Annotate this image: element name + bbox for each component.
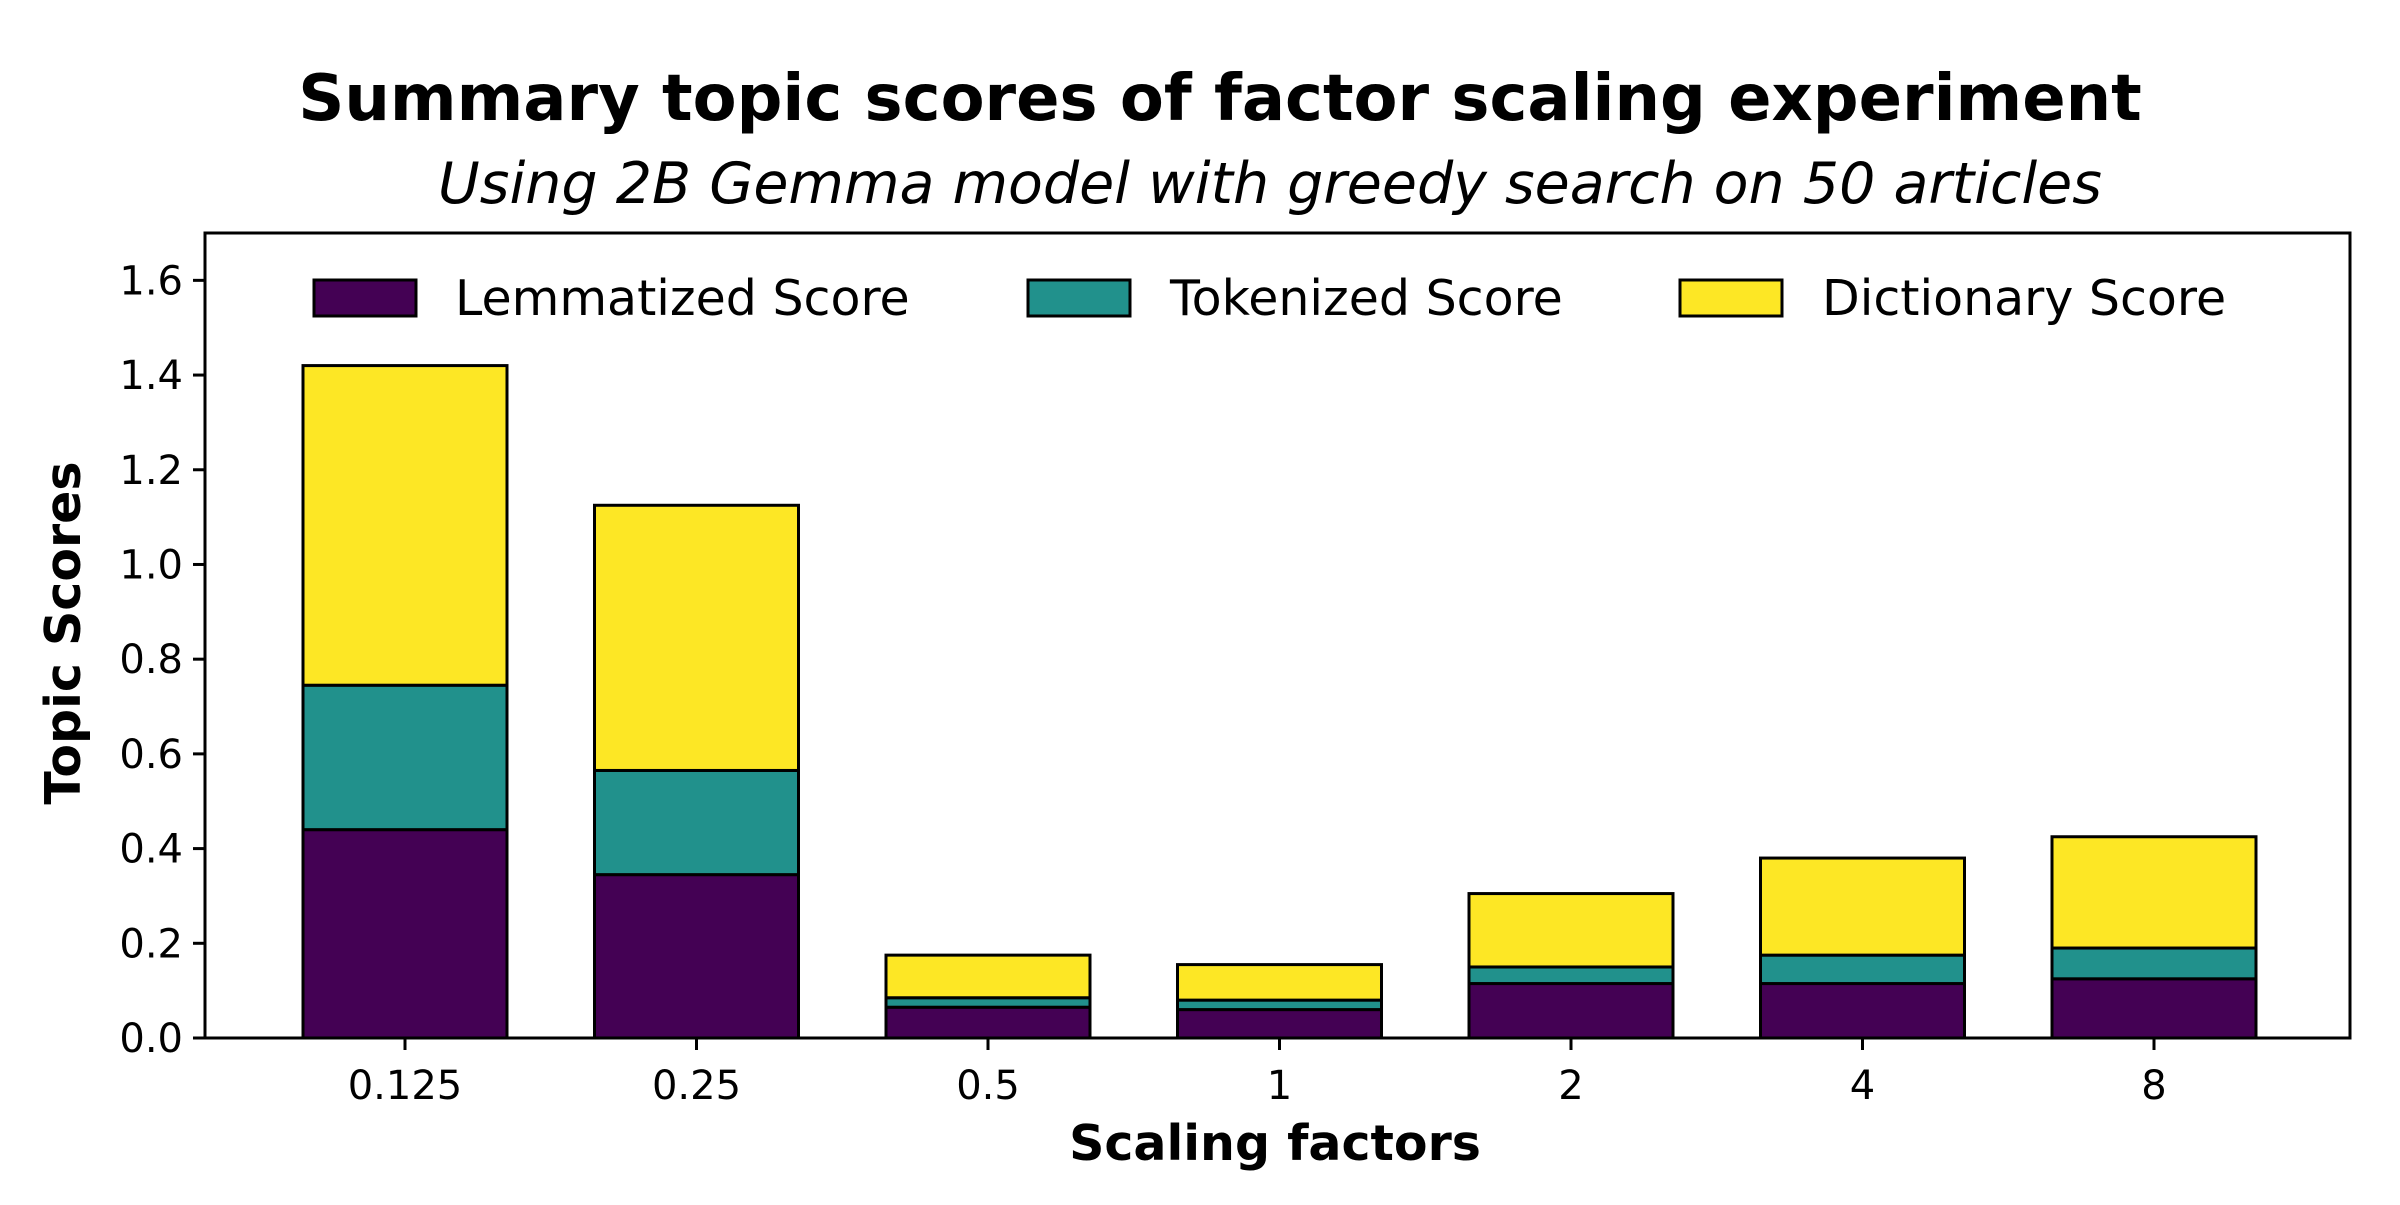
chart-subtitle: Using 2B Gemma model with greedy search …: [438, 151, 2102, 217]
bar-tokenized-score-4: [1759, 953, 1966, 986]
bar-lemmatized-score-0.125: [301, 828, 509, 1040]
y-tick-label: 1.0: [119, 542, 183, 588]
bar-lemmatized-score-1: [1176, 1008, 1383, 1040]
x-axis-label: Scaling factors: [1069, 1115, 1481, 1172]
plot-frame: [203, 231, 2352, 1040]
bars-layer: [301, 364, 2258, 1040]
bar-dictionary-score-0.25: [593, 503, 800, 772]
bar-dictionary-score-0.125: [301, 364, 509, 687]
bar-dictionary-score-1: [1176, 963, 1383, 1002]
bar-dictionary-score-0.5: [884, 953, 1092, 1000]
legend-label-tokenized-score: Tokenized Score: [1169, 270, 1563, 327]
legend-label-dictionary-score: Dictionary Score: [1822, 270, 2226, 327]
x-tick-label: 8: [2141, 1063, 2166, 1109]
x-tick-label: 0.125: [348, 1063, 463, 1109]
legend: Lemmatized Score Tokenized Score Dictionar…: [312, 270, 2226, 327]
bar-lemmatized-score-2: [1467, 982, 1675, 1040]
y-axis-label: Topic Scores: [35, 461, 92, 804]
y-tick-label: 0.6: [119, 732, 183, 778]
legend-swatch-dictionary-score: [1678, 278, 1784, 318]
bar-tokenized-score-0.25: [593, 768, 800, 877]
x-tick-label: 4: [1850, 1063, 1875, 1109]
bar-tokenized-score-0.125: [301, 683, 509, 832]
x-tick-label: 0.5: [956, 1063, 1020, 1109]
legend-swatch-lemmatized-score: [312, 278, 418, 318]
y-tick-label: 1.6: [119, 258, 183, 304]
y-tick-label: 0.0: [119, 1016, 183, 1062]
bar-lemmatized-score-8: [2050, 977, 2258, 1040]
y-tick-label: 0.2: [119, 921, 183, 967]
x-tick-label: 0.25: [652, 1063, 741, 1109]
y-tick-label: 1.2: [119, 448, 183, 494]
y-tick-label: 1.4: [119, 353, 183, 399]
bar-tokenized-score-8: [2050, 946, 2258, 981]
bar-lemmatized-score-4: [1759, 982, 1966, 1040]
x-tick-label: 1: [1267, 1063, 1292, 1109]
chart-title: Summary topic scores of factor scaling e…: [298, 62, 2142, 136]
bar-dictionary-score-8: [2050, 835, 2258, 950]
bar-dictionary-score-4: [1759, 856, 1966, 957]
x-tick-label: 2: [1558, 1063, 1583, 1109]
bar-lemmatized-score-0.5: [884, 1005, 1092, 1040]
y-tick-label: 0.4: [119, 827, 183, 873]
bar-lemmatized-score-0.25: [593, 873, 800, 1040]
legend-swatch-tokenized-score: [1026, 278, 1132, 318]
bar-tokenized-score-2: [1467, 965, 1675, 986]
axes-layer: 0.0 0.2 0.4 0.6 0.8 1.0 1.2 1.4 1.6 0.125 0.25 0.5 1…: [119, 231, 2352, 1109]
y-tick-label: 0.8: [119, 637, 183, 683]
bar-dictionary-score-2: [1467, 892, 1675, 969]
legend-label-lemmatized-score: Lemmatized Score: [455, 270, 910, 327]
